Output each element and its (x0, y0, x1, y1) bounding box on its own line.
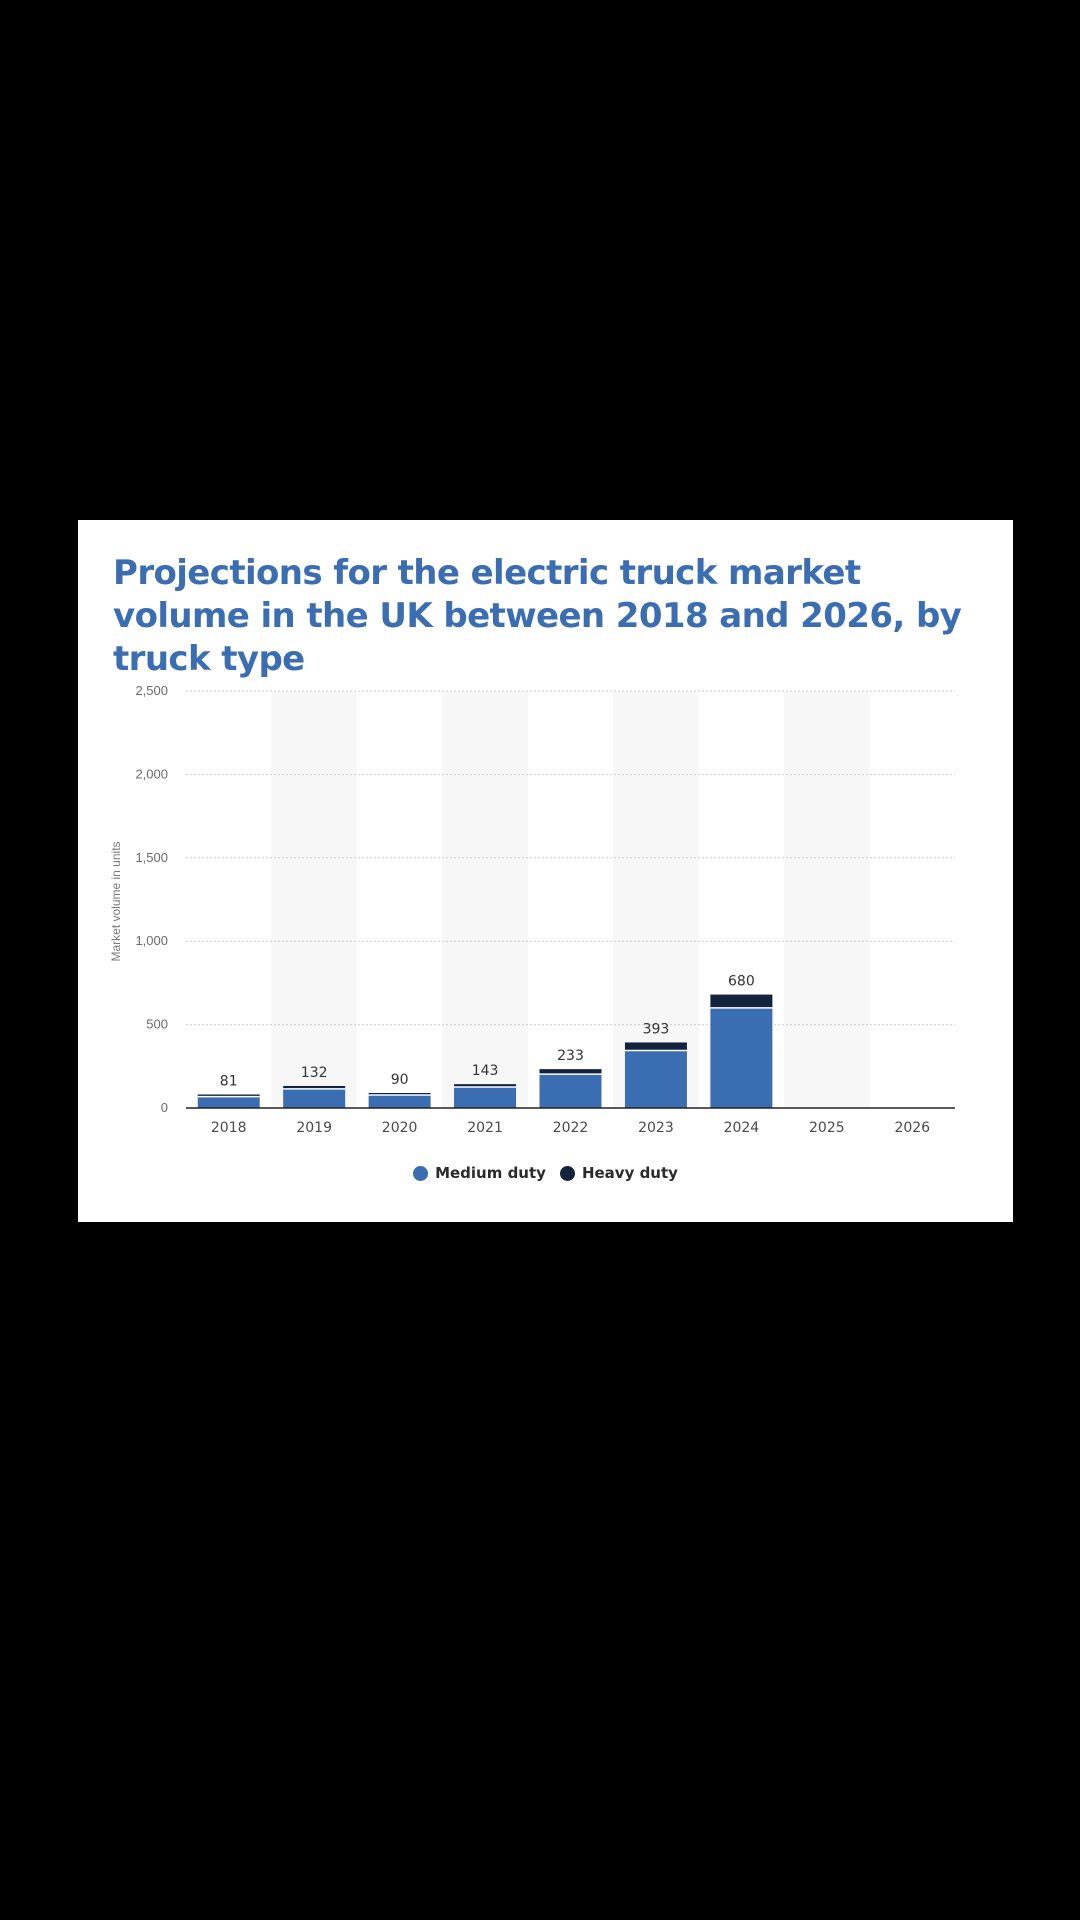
background-band (442, 691, 528, 1108)
legend-item-heavy-duty[interactable]: Heavy duty (559, 1164, 678, 1182)
x-tick-label: 2019 (296, 1120, 332, 1136)
bar-heavy-duty (454, 1084, 517, 1087)
bar-total-label: 81 (220, 1073, 238, 1089)
x-tick-label: 2018 (211, 1120, 247, 1136)
bar-medium-duty (454, 1086, 517, 1108)
bar-total-label: 233 (557, 1048, 584, 1064)
y-axis-title: Market volume in units (109, 841, 123, 961)
y-tick-label: 500 (146, 1017, 168, 1032)
x-tick-label: 2020 (382, 1120, 418, 1136)
legend-dot-heavy (559, 1165, 575, 1181)
bar-heavy-duty (710, 994, 773, 1008)
bar-heavy-duty (283, 1085, 346, 1089)
x-tick-label: 2024 (724, 1120, 760, 1136)
x-tick-label: 2025 (809, 1120, 845, 1136)
chart-legend: Medium duty Heavy duty (78, 1164, 1013, 1182)
bar-total-label: 393 (643, 1021, 670, 1037)
bar-medium-duty (283, 1088, 346, 1108)
background-band (613, 691, 699, 1108)
y-tick-label: 1,000 (135, 933, 168, 948)
bar-total-label: 680 (728, 974, 755, 990)
bar-heavy-duty (539, 1069, 602, 1075)
chart-title: Projections for the electric truck marke… (113, 553, 962, 679)
legend-label-heavy: Heavy duty (581, 1164, 678, 1182)
x-tick-label: 2023 (638, 1120, 674, 1136)
bar-total-label: 132 (301, 1065, 328, 1081)
bar-medium-duty (539, 1074, 602, 1108)
bar-medium-duty (710, 1007, 773, 1108)
legend-label-medium: Medium duty (435, 1164, 546, 1182)
background-band (784, 691, 870, 1108)
bar-heavy-duty (368, 1092, 431, 1095)
background-band (271, 691, 357, 1108)
bar-total-label: 143 (472, 1063, 499, 1079)
x-tick-label: 2021 (467, 1120, 503, 1136)
chart-area: 0 500 1,000 1,500 2,000 2,500 Market volume in… (109, 683, 955, 1136)
y-tick-label: 2,000 (135, 766, 168, 781)
y-tick-label: 2,500 (135, 683, 168, 698)
legend-item-medium-duty[interactable]: Medium duty (413, 1164, 546, 1182)
chart-card: Projections for the electric truck marke… (78, 520, 1013, 1222)
bar-heavy-duty (624, 1042, 687, 1051)
bar-total-label: 90 (391, 1072, 409, 1088)
bar-medium-duty (624, 1050, 687, 1108)
x-tick-label: 2026 (894, 1120, 930, 1136)
bar-medium-duty (368, 1094, 431, 1108)
y-tick-label: 1,500 (135, 850, 168, 865)
bar-heavy-duty (197, 1094, 260, 1097)
y-tick-label: 0 (161, 1100, 168, 1115)
bar-medium-duty (197, 1096, 260, 1108)
legend-dot-medium (413, 1165, 429, 1181)
x-tick-label: 2022 (553, 1120, 589, 1136)
